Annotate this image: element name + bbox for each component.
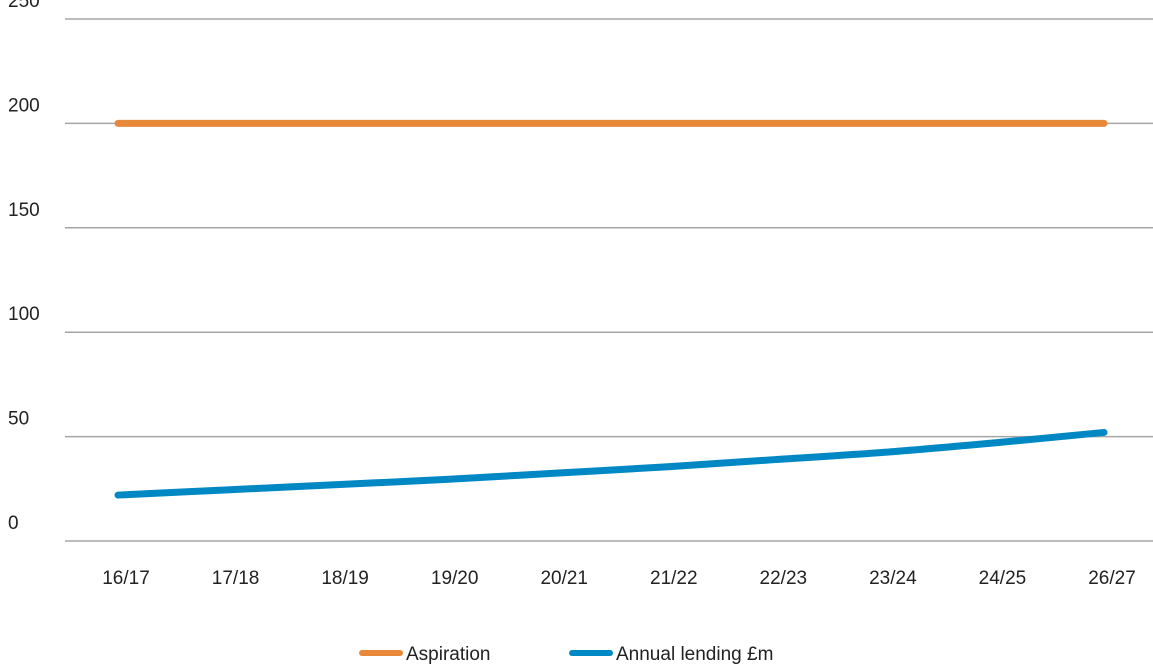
x-tick-label: 26/27 xyxy=(1088,568,1136,589)
x-tick-label: 16/17 xyxy=(102,568,150,589)
y-axis-tick-labels: 0 50 100 150 200 250 xyxy=(8,0,40,534)
series-line-annual-lending-m xyxy=(114,428,1108,499)
y-tick-label: 150 xyxy=(8,200,40,221)
x-tick-label: 17/18 xyxy=(212,568,260,589)
legend: Aspiration Annual lending £m xyxy=(359,644,773,664)
x-axis-tick-labels: 16/17 17/18 18/19 19/20 20/21 21/22 22/23 23/24… xyxy=(102,568,1136,589)
y-tick-label: 50 xyxy=(8,409,29,430)
legend-label: Aspiration xyxy=(406,644,491,664)
legend-item: Annual lending £m xyxy=(569,644,773,664)
x-tick-label: 21/22 xyxy=(650,568,698,589)
series-lines xyxy=(114,119,1108,499)
legend-item: Aspiration xyxy=(359,644,491,664)
y-tick-label: 0 xyxy=(8,513,19,534)
y-tick-label: 200 xyxy=(8,95,40,116)
y-tick-label: 250 xyxy=(8,0,40,12)
x-tick-label: 22/23 xyxy=(760,568,808,589)
x-tick-label: 24/25 xyxy=(979,568,1027,589)
x-tick-label: 20/21 xyxy=(540,568,588,589)
x-tick-label: 19/20 xyxy=(431,568,479,589)
gridlines xyxy=(65,18,1153,542)
x-tick-label: 18/19 xyxy=(321,568,369,589)
y-tick-label: 100 xyxy=(8,304,40,325)
x-tick-label: 23/24 xyxy=(869,568,917,589)
legend-label: Annual lending £m xyxy=(616,644,773,664)
